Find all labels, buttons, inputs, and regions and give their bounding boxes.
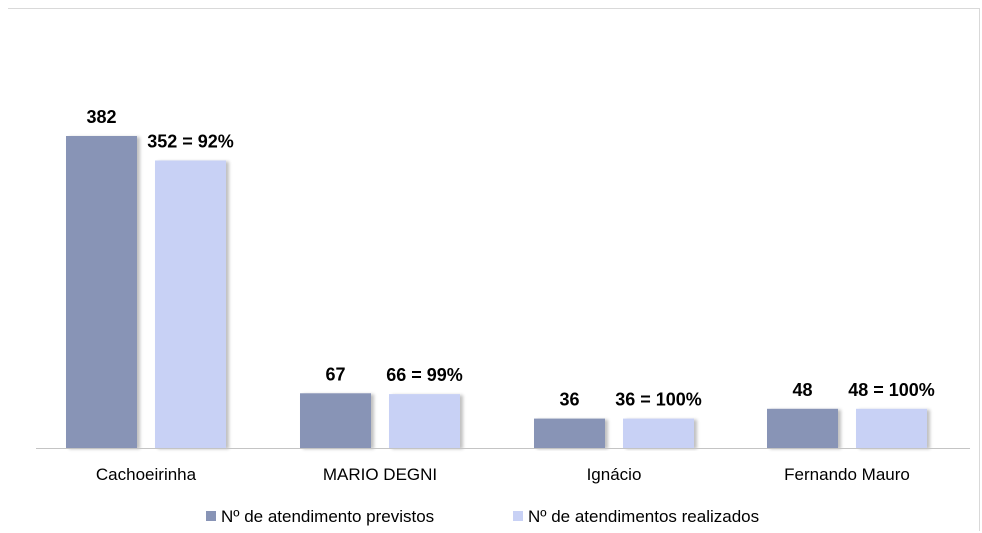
bar-previstos-2 <box>534 418 605 448</box>
bar-realizados-2 <box>623 418 694 448</box>
data-label-previstos-0: 382 <box>86 107 116 127</box>
data-label-realizados-2: 36 = 100% <box>615 390 702 410</box>
bar-realizados-3 <box>856 408 927 448</box>
legend-label-realizados: Nº de atendimentos realizados <box>528 507 759 526</box>
category-label-3: Fernando Mauro <box>784 465 910 484</box>
data-label-realizados-1: 66 = 99% <box>386 365 463 385</box>
category-label-0: Cachoeirinha <box>96 465 197 484</box>
category-label-2: Ignácio <box>587 465 642 484</box>
legend-swatch-realizados <box>513 511 523 521</box>
bar-realizados-1 <box>389 394 460 448</box>
bar-previstos-0 <box>66 136 137 448</box>
legend-swatch-previstos <box>206 511 216 521</box>
bar-realizados-0 <box>155 160 226 448</box>
data-label-realizados-0: 352 = 92% <box>147 132 234 152</box>
data-label-previstos-1: 67 <box>325 364 345 384</box>
category-label-1: MARIO DEGNI <box>323 465 437 484</box>
data-label-previstos-3: 48 <box>792 380 812 400</box>
bar-previstos-3 <box>767 408 838 448</box>
bar-previstos-1 <box>300 393 371 448</box>
data-label-realizados-3: 48 = 100% <box>848 380 935 400</box>
legend-label-previstos: Nº de atendimento previstos <box>221 507 434 526</box>
data-label-previstos-2: 36 <box>559 390 579 410</box>
